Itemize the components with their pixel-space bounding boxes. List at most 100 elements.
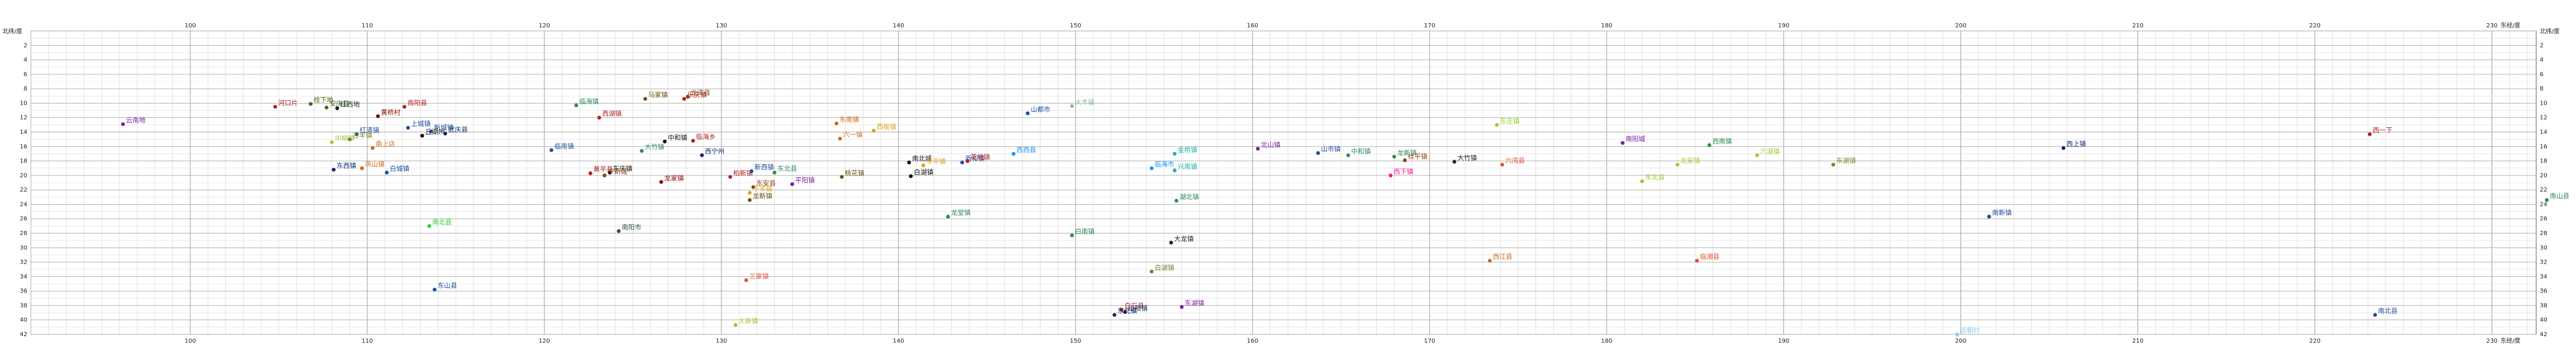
data-point[interactable]: [1452, 159, 1456, 164]
y-tick-label-left: 32: [20, 259, 27, 266]
data-point[interactable]: [728, 175, 733, 179]
data-point[interactable]: [1174, 199, 1178, 203]
data-point[interactable]: [1149, 270, 1154, 274]
data-point[interactable]: [700, 153, 704, 158]
data-point[interactable]: [355, 132, 359, 136]
data-point[interactable]: [748, 198, 752, 202]
data-point[interactable]: [1070, 233, 1074, 237]
data-point[interactable]: [691, 139, 695, 143]
data-point[interactable]: [420, 133, 424, 138]
x-tick-label-top: 230: [2486, 23, 2498, 29]
data-point[interactable]: [603, 173, 607, 178]
data-point[interactable]: [1123, 310, 1127, 314]
data-point[interactable]: [1620, 141, 1625, 145]
data-point[interactable]: [751, 185, 755, 189]
data-point[interactable]: [1149, 166, 1154, 170]
data-point[interactable]: [429, 129, 433, 133]
y-tick-label-right: 40: [2540, 317, 2547, 324]
data-point[interactable]: [1955, 332, 1959, 337]
data-point[interactable]: [2367, 132, 2372, 136]
data-point[interactable]: [1675, 162, 1680, 167]
data-point[interactable]: [2545, 198, 2549, 202]
data-point[interactable]: [643, 96, 648, 101]
data-point[interactable]: [1026, 111, 1030, 115]
y-tick-label-right: 36: [2540, 288, 2547, 295]
data-point[interactable]: [749, 169, 753, 173]
data-point[interactable]: [748, 190, 752, 195]
data-point[interactable]: [1389, 173, 1393, 178]
data-point[interactable]: [616, 229, 621, 233]
data-point[interactable]: [588, 171, 592, 176]
data-point[interactable]: [840, 175, 844, 179]
data-point[interactable]: [682, 96, 686, 101]
data-point[interactable]: [376, 114, 380, 118]
data-point[interactable]: [443, 131, 447, 136]
data-point[interactable]: [1070, 104, 1074, 108]
data-point[interactable]: [1346, 153, 1350, 158]
data-point[interactable]: [1831, 162, 1836, 167]
data-point[interactable]: [686, 95, 690, 99]
data-point[interactable]: [1755, 153, 1760, 158]
data-point-label: 东西镇: [336, 161, 356, 170]
data-point[interactable]: [960, 160, 964, 165]
data-point[interactable]: [121, 122, 125, 126]
data-point[interactable]: [1180, 305, 1184, 309]
data-point[interactable]: [348, 137, 352, 142]
data-point[interactable]: [1392, 155, 1396, 159]
data-point[interactable]: [335, 106, 339, 111]
data-point[interactable]: [1487, 258, 1492, 263]
data-point[interactable]: [1695, 258, 1699, 263]
data-point[interactable]: [872, 129, 876, 133]
data-point[interactable]: [663, 139, 667, 143]
data-point[interactable]: [1011, 152, 1016, 156]
data-point[interactable]: [2373, 313, 2378, 317]
data-point[interactable]: [1316, 151, 1320, 155]
data-point[interactable]: [574, 103, 578, 108]
y-tick-label-left: 14: [20, 129, 27, 136]
data-point[interactable]: [360, 166, 364, 170]
data-point[interactable]: [946, 214, 950, 219]
data-point[interactable]: [1112, 313, 1117, 317]
data-point[interactable]: [402, 105, 406, 109]
data-point[interactable]: [427, 224, 431, 228]
data-point[interactable]: [1500, 162, 1505, 167]
data-point[interactable]: [790, 182, 794, 186]
data-point[interactable]: [273, 105, 278, 109]
data-point[interactable]: [838, 136, 842, 141]
data-point[interactable]: [1172, 152, 1177, 156]
data-point[interactable]: [1640, 179, 1644, 183]
data-point[interactable]: [907, 160, 912, 165]
data-point[interactable]: [608, 170, 612, 175]
data-point[interactable]: [733, 323, 738, 327]
data-point[interactable]: [1172, 168, 1177, 173]
data-point[interactable]: [1120, 308, 1124, 312]
data-point[interactable]: [639, 149, 644, 153]
data-point[interactable]: [659, 180, 663, 184]
x-tick-label-bottom: 120: [539, 338, 550, 345]
data-point[interactable]: [324, 105, 329, 109]
data-point[interactable]: [965, 159, 970, 163]
data-point[interactable]: [384, 170, 389, 175]
data-point[interactable]: [909, 174, 913, 178]
data-point[interactable]: [1494, 123, 1499, 127]
data-point[interactable]: [744, 278, 748, 283]
data-point[interactable]: [370, 146, 375, 150]
data-point-label: 临海市: [1155, 160, 1174, 168]
data-point[interactable]: [549, 148, 554, 152]
data-point[interactable]: [1987, 214, 1991, 219]
data-point[interactable]: [773, 170, 777, 175]
data-point[interactable]: [2061, 146, 2066, 150]
data-point[interactable]: [1169, 240, 1174, 245]
data-point[interactable]: [433, 287, 437, 292]
data-point[interactable]: [406, 126, 410, 130]
data-point[interactable]: [1402, 158, 1407, 162]
data-point[interactable]: [332, 167, 336, 172]
data-point[interactable]: [1707, 143, 1711, 148]
data-point[interactable]: [330, 140, 334, 145]
data-point[interactable]: [1256, 146, 1260, 151]
data-point[interactable]: [597, 115, 601, 120]
data-point-label: 南阳县: [408, 99, 427, 107]
data-point[interactable]: [308, 102, 313, 106]
data-point[interactable]: [921, 163, 925, 168]
data-point[interactable]: [834, 121, 838, 126]
